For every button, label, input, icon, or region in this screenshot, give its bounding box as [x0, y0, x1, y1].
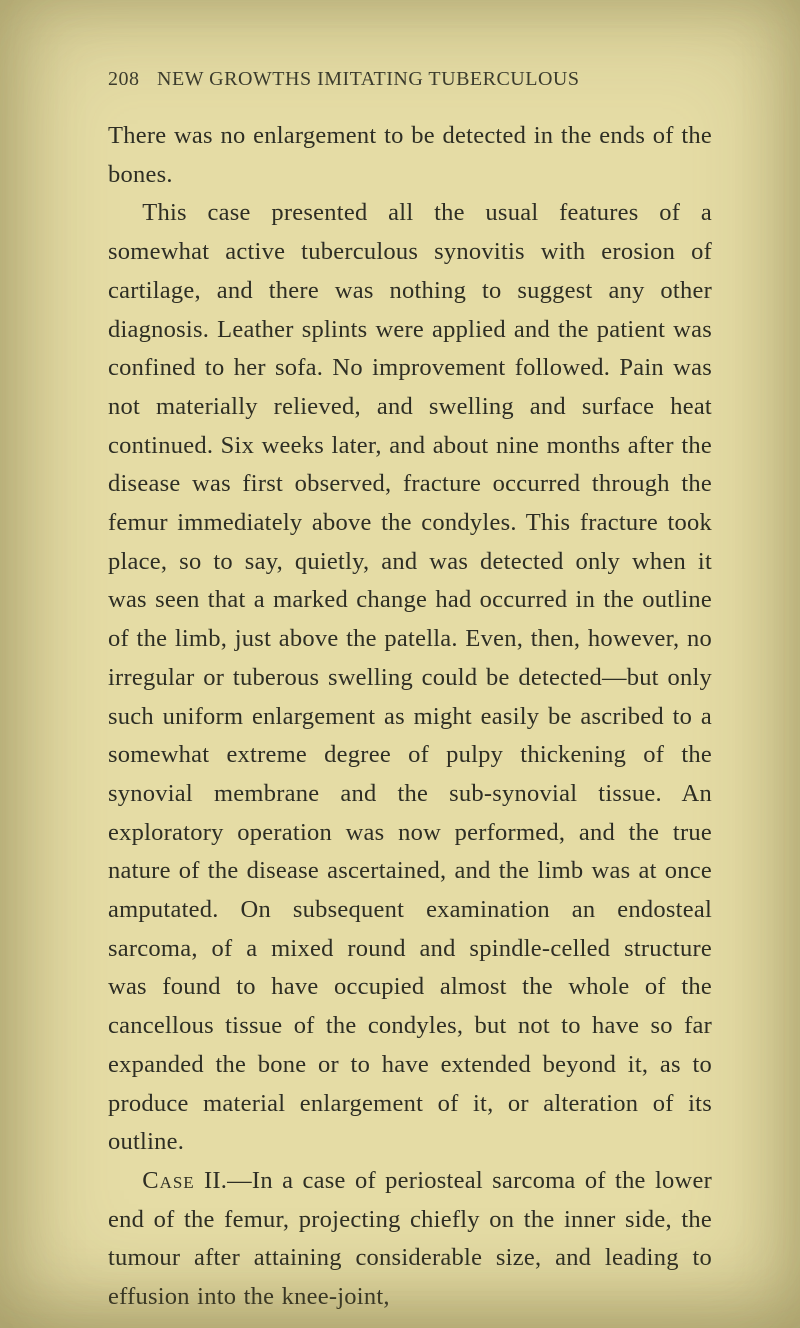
paragraph-2: This case presented all the usual featur…	[108, 194, 712, 1162]
page-number: 208	[108, 68, 140, 90]
case-label: Case	[142, 1167, 194, 1194]
running-header: 208 NEW GROWTHS IMITATING TUBERCULOUS	[108, 68, 712, 91]
body-text: There was no enlargement to be detected …	[108, 117, 712, 1317]
paragraph-1: There was no enlargement to be detected …	[108, 117, 712, 194]
paragraph-3: Case II.—In a case of periosteal sarcoma…	[108, 1162, 712, 1317]
running-title: NEW GROWTHS IMITATING TUBERCULOUS	[157, 68, 579, 90]
case-number: II.	[195, 1167, 227, 1194]
page-container: 208 NEW GROWTHS IMITATING TUBERCULOUS Th…	[0, 0, 800, 1328]
